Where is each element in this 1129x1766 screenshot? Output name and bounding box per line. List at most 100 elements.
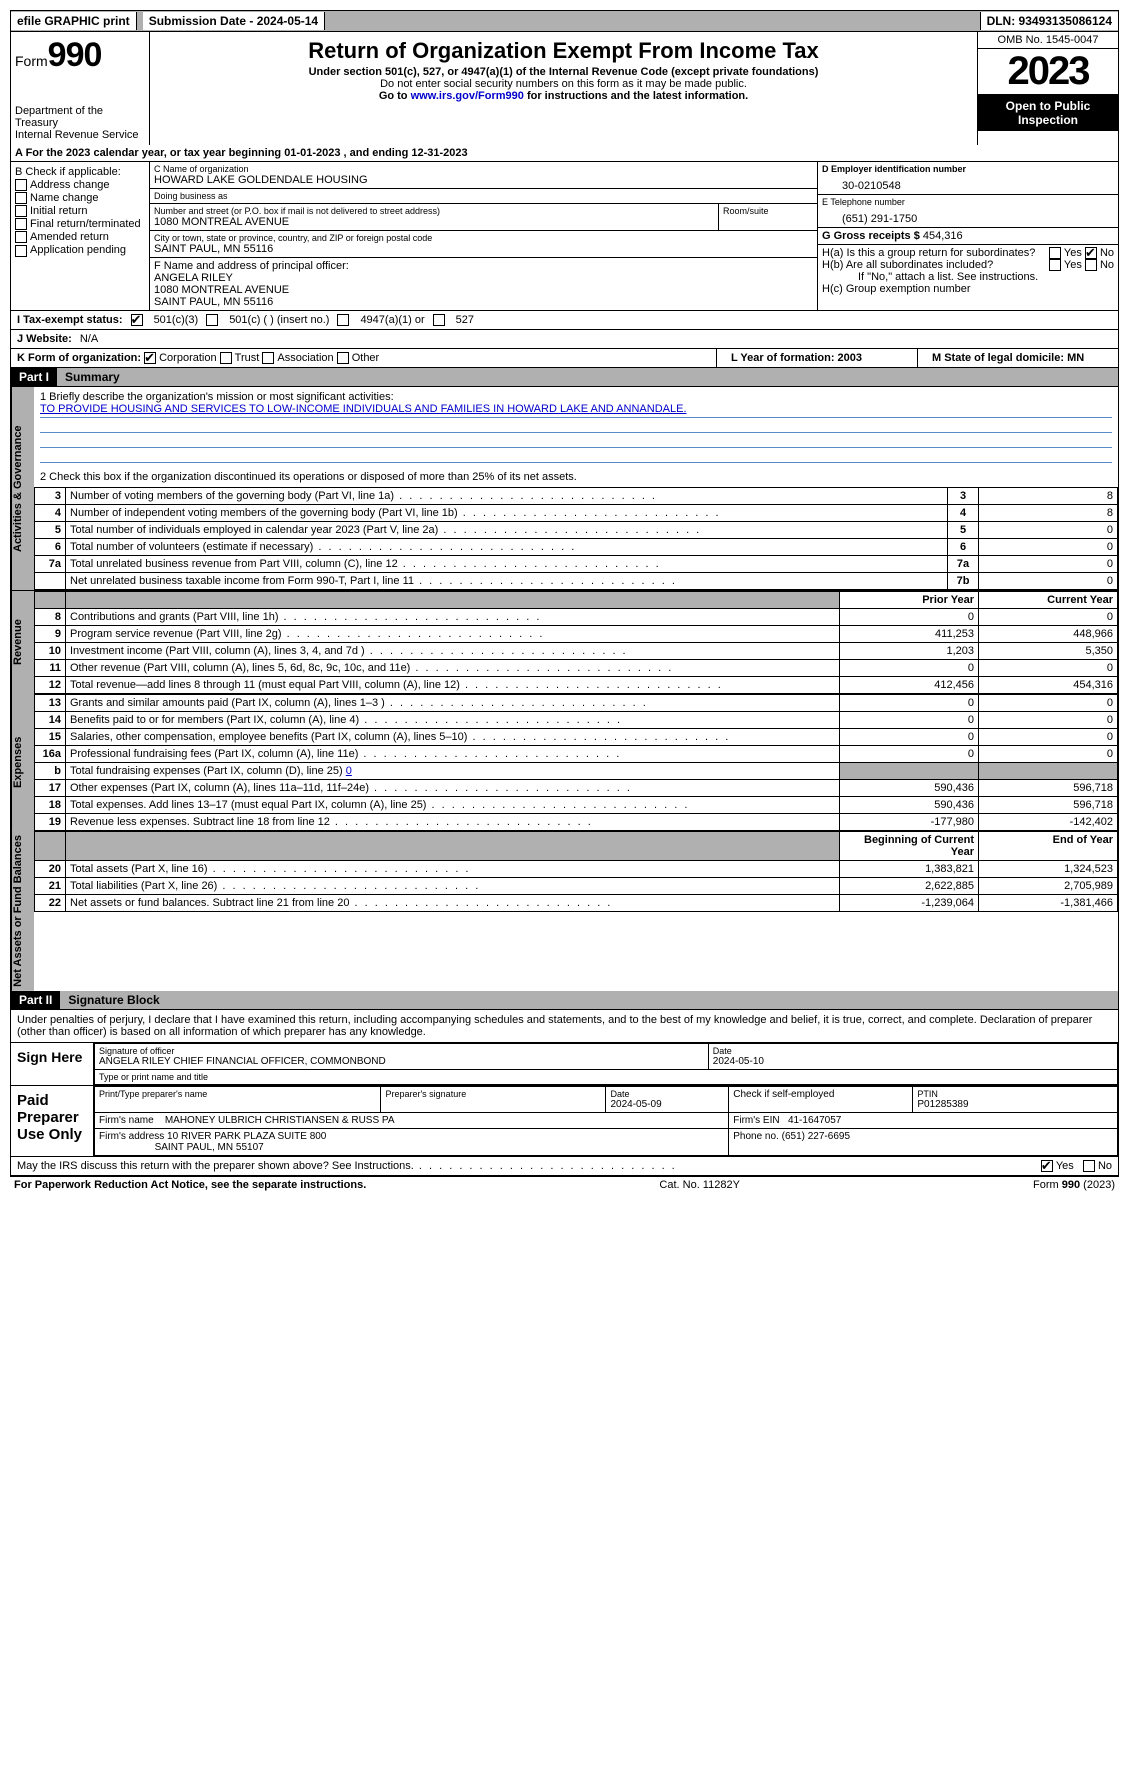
row-k: K Form of organization: Corporation Trus…: [10, 349, 1119, 368]
org-name: HOWARD LAKE GOLDENDALE HOUSING: [154, 174, 813, 186]
goto-post: for instructions and the latest informat…: [524, 90, 748, 102]
chk-trust[interactable]: [220, 352, 232, 364]
firm-phone: (651) 227-6695: [782, 1131, 850, 1142]
addr-val: 1080 MONTREAL AVENUE: [154, 216, 714, 228]
sig-type-lbl: Type or print name and title: [99, 1072, 1113, 1082]
chk-other[interactable]: [337, 352, 349, 364]
prep-sig-lbl: Preparer's signature: [385, 1089, 601, 1099]
side-gov: Activities & Governance: [11, 387, 34, 590]
paid-prep: Paid Preparer Use Only: [11, 1086, 94, 1156]
header-left: Form990 Department of the Treasury Inter…: [11, 32, 150, 145]
sig-off-name: ANGELA RILEY CHIEF FINANCIAL OFFICER, CO…: [99, 1056, 704, 1067]
hb-text: H(b) Are all subordinates included?: [822, 259, 1049, 271]
form-header: Form990 Department of the Treasury Inter…: [10, 32, 1119, 145]
j-val: N/A: [80, 333, 98, 345]
firm-name: MAHONEY ULBRICH CHRISTIANSEN & RUSS PA: [165, 1115, 395, 1126]
section-rev: Revenue Prior YearCurrent Year8Contribut…: [10, 590, 1119, 694]
addr-row: Number and street (or P.O. box if mail i…: [150, 204, 817, 231]
officer-addr2: SAINT PAUL, MN 55116: [154, 296, 813, 308]
mission-blank2: [40, 433, 1112, 448]
part1-header: Part I Summary: [10, 368, 1119, 387]
sign-here-row: Sign Here Signature of officerANGELA RIL…: [11, 1042, 1118, 1085]
chk-final-return[interactable]: Final return/terminated: [15, 218, 145, 230]
city-lbl: City or town, state or province, country…: [154, 233, 813, 243]
line2: 2 Check this box if the organization dis…: [40, 471, 1112, 483]
form-title: Return of Organization Exempt From Incom…: [154, 38, 973, 64]
ptin-val: P01285389: [917, 1099, 1113, 1110]
chk-corp[interactable]: [144, 352, 156, 364]
row-i: I Tax-exempt status: 501(c)(3) 501(c) ( …: [10, 311, 1119, 330]
self-emp-lbl: Check if self-employed: [733, 1089, 834, 1100]
mission-blank1: [40, 418, 1112, 433]
city-cell: City or town, state or province, country…: [150, 231, 817, 258]
chk-app-pending[interactable]: Application pending: [15, 244, 145, 256]
form-number: Form990: [15, 36, 145, 75]
dba-cell: Doing business as: [150, 189, 817, 204]
paid-prep-row: Paid Preparer Use Only Print/Type prepar…: [11, 1085, 1118, 1156]
firm-addr1: 10 RIVER PARK PLAZA SUITE 800: [167, 1131, 326, 1142]
form-word: Form: [15, 53, 48, 69]
officer-cell: F Name and address of principal officer:…: [150, 258, 817, 310]
officer-addr1: 1080 MONTREAL AVENUE: [154, 284, 813, 296]
side-exp: Expenses: [11, 694, 34, 831]
period-text: A For the 2023 calendar year, or tax yea…: [15, 147, 468, 159]
h-a: H(a) Is this a group return for subordin…: [822, 247, 1114, 259]
firm-ein-lbl: Firm's EIN: [733, 1115, 779, 1126]
chk-4947[interactable]: [337, 314, 349, 326]
entity-block: B Check if applicable: Address change Na…: [10, 162, 1119, 311]
chk-501c[interactable]: [206, 314, 218, 326]
firm-phone-lbl: Phone no.: [733, 1131, 779, 1142]
header-center: Return of Organization Exempt From Incom…: [150, 32, 977, 145]
form-page: Form 990 (2023): [1033, 1179, 1115, 1191]
open-inspection: Open to Public Inspection: [978, 95, 1118, 131]
side-rev: Revenue: [11, 591, 34, 694]
irs-link[interactable]: www.irs.gov/Form990: [411, 90, 524, 102]
chk-amended[interactable]: Amended return: [15, 231, 145, 243]
ha-yn: Yes No: [1049, 247, 1114, 259]
table-rev: Prior YearCurrent Year8Contributions and…: [34, 591, 1118, 694]
part2-label: Part II: [11, 991, 60, 1009]
table-exp: 13Grants and similar amounts paid (Part …: [34, 694, 1118, 831]
part2-header: Part II Signature Block: [10, 991, 1119, 1010]
ptin-lbl: PTIN: [917, 1089, 1113, 1099]
side-net: Net Assets or Fund Balances: [11, 831, 34, 991]
ein-cell: D Employer identification number 30-0210…: [818, 162, 1118, 195]
firm-name-lbl: Firm's name: [99, 1115, 154, 1126]
phone-lbl: E Telephone number: [822, 197, 1114, 207]
dept-treasury: Department of the Treasury Internal Reve…: [15, 105, 145, 141]
chk-527[interactable]: [433, 314, 445, 326]
ssn-warning: Do not enter social security numbers on …: [154, 78, 973, 90]
ein-val: 30-0210548: [822, 174, 1114, 192]
mission-block: 1 Briefly describe the organization's mi…: [34, 387, 1118, 487]
chk-initial-return[interactable]: Initial return: [15, 205, 145, 217]
efile-label: efile GRAPHIC print: [11, 12, 137, 30]
signature-block: Under penalties of perjury, I declare th…: [10, 1010, 1119, 1176]
hb-yn: Yes No: [1049, 259, 1114, 271]
ein-lbl: D Employer identification number: [822, 164, 966, 174]
part1-label: Part I: [11, 368, 57, 386]
section-exp: Expenses 13Grants and similar amounts pa…: [10, 694, 1119, 831]
gross-cell: G Gross receipts $ 454,316: [818, 228, 1118, 245]
part1-title: Summary: [57, 368, 1118, 386]
firm-addr-lbl: Firm's address: [99, 1131, 164, 1142]
dba-lbl: Doing business as: [154, 191, 813, 201]
topbar: efile GRAPHIC print Submission Date - 20…: [10, 10, 1119, 32]
part2-title: Signature Block: [60, 991, 1118, 1009]
gross-lbl: G Gross receipts $: [822, 230, 920, 242]
paperwork-notice: For Paperwork Reduction Act Notice, see …: [14, 1179, 366, 1191]
line1-lbl: 1 Briefly describe the organization's mi…: [40, 391, 1112, 403]
j-lbl: J Website:: [17, 333, 72, 345]
sign-here: Sign Here: [11, 1043, 94, 1085]
chk-501c3[interactable]: [131, 314, 143, 326]
org-name-cell: C Name of organization HOWARD LAKE GOLDE…: [150, 162, 817, 189]
prep-date: 2024-05-09: [610, 1099, 724, 1110]
ha-text: H(a) Is this a group return for subordin…: [822, 247, 1049, 259]
h-note: If "No," attach a list. See instructions…: [822, 271, 1114, 283]
prep-name-lbl: Print/Type preparer's name: [99, 1089, 376, 1099]
chk-address-change[interactable]: Address change: [15, 179, 145, 191]
form-subtitle: Under section 501(c), 527, or 4947(a)(1)…: [154, 66, 973, 78]
header-right: OMB No. 1545-0047 2023 Open to Public In…: [977, 32, 1118, 145]
chk-assoc[interactable]: [262, 352, 274, 364]
chk-name-change[interactable]: Name change: [15, 192, 145, 204]
room-lbl: Room/suite: [723, 206, 813, 216]
